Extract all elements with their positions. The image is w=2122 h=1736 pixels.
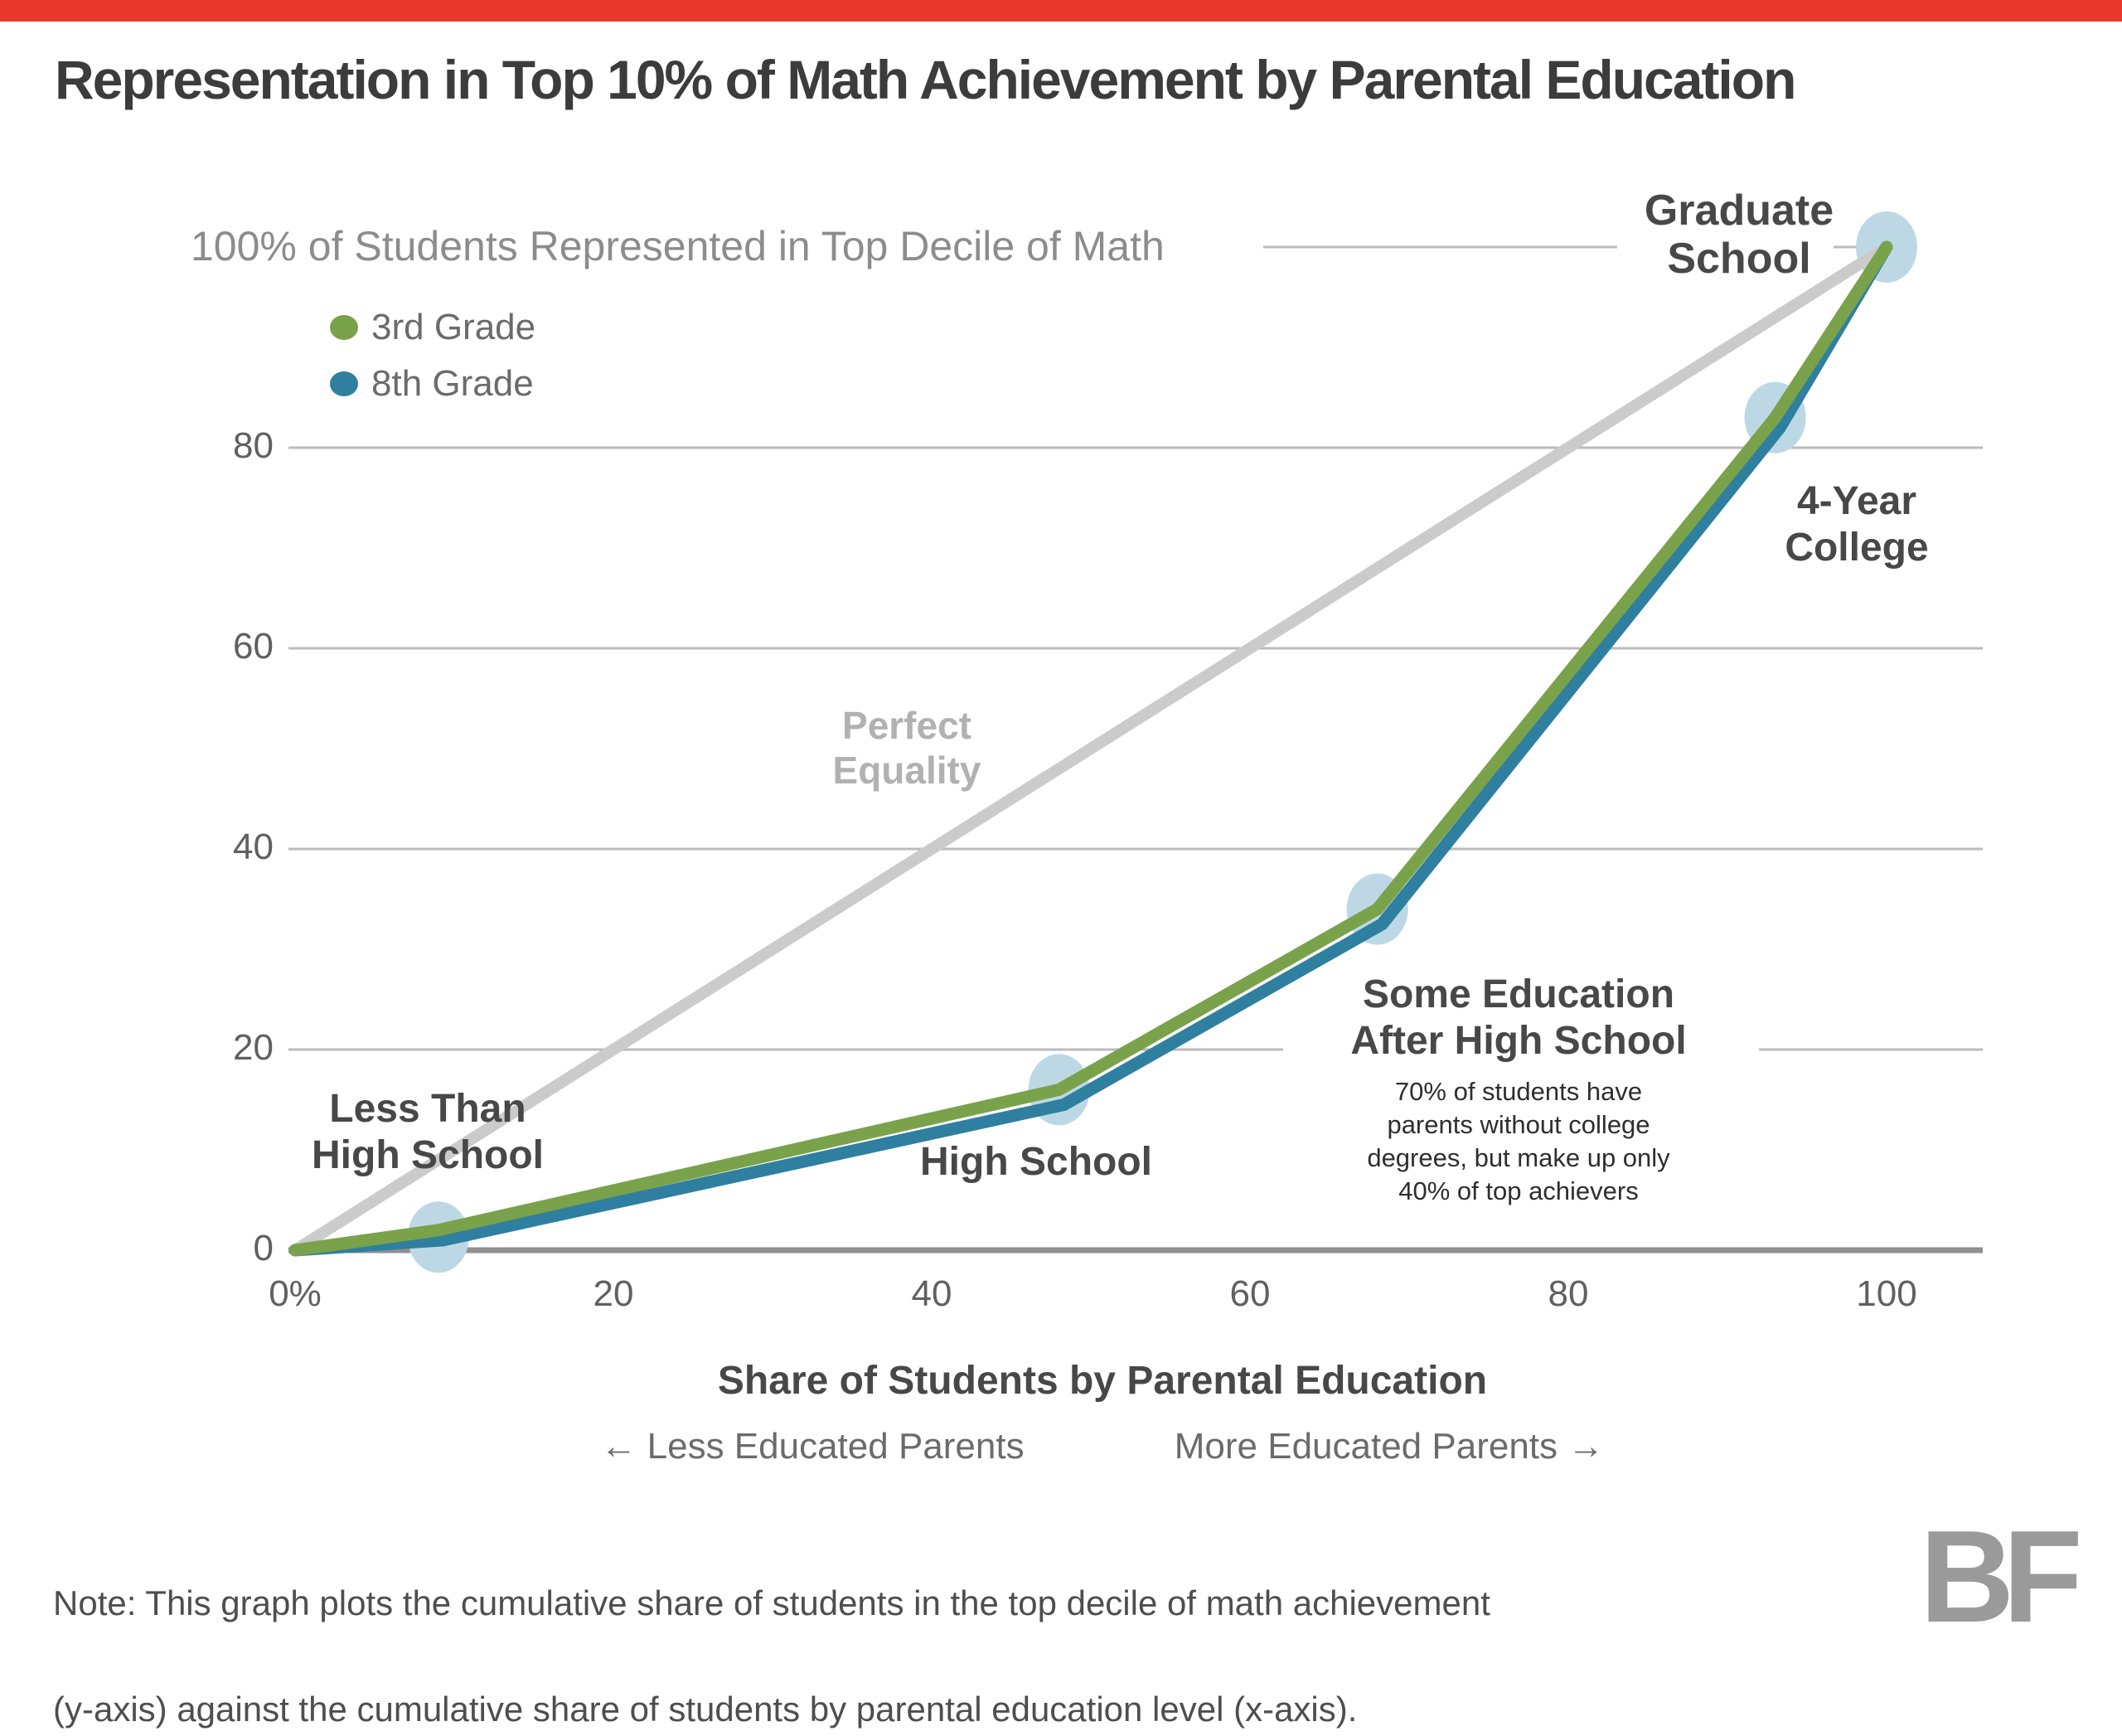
y-tick-40: 40 (233, 827, 274, 867)
x-tick-60: 60 (1229, 1273, 1271, 1314)
y-axis-100-label: 100% of Students Represented in Top Deci… (191, 223, 1165, 269)
x-axis-direction-right: More Educated Parents → (1174, 1426, 1605, 1467)
point-label-high-school: High School (920, 1140, 1152, 1184)
legend-label-3rd-grade: 3rd Grade (371, 307, 536, 347)
x-axis-title: Share of Students by Parental Education (717, 1359, 1488, 1403)
point-label-less-than-high-school: Less Than High School (312, 1087, 544, 1177)
y-tick-0: 0 (253, 1228, 274, 1268)
footnote: Note: This graph plots the cumulative sh… (53, 1524, 1490, 1736)
chart-plot-area (288, 211, 1983, 1273)
perfect-equality-line (292, 242, 1890, 1255)
point-label-some-education: Some Education After High School (1350, 972, 1687, 1063)
legend-dot-3rd-grade-icon (330, 315, 358, 340)
footnote-line-1: Note: This graph plots the cumulative sh… (53, 1583, 1490, 1622)
reference-line-label: Perfect Equality (832, 704, 981, 792)
annotation-some-education: 70% of students have parents without col… (1367, 1077, 1670, 1205)
x-tick-40: 40 (911, 1273, 952, 1314)
legend-label-8th-grade: 8th Grade (371, 363, 534, 404)
y-tick-20: 20 (233, 1027, 274, 1068)
legend-dot-8th-grade-icon (330, 371, 358, 396)
x-tick-20: 20 (593, 1273, 634, 1314)
footnote-line-2: (y-axis) against the cumulative share of… (53, 1690, 1358, 1729)
x-tick-0: 0% (269, 1273, 322, 1314)
legend-item-3rd-grade: 3rd Grade (330, 307, 535, 348)
y-tick-60: 60 (233, 626, 274, 667)
series-line-8th-grade (288, 240, 1893, 1257)
x-axis-direction-left: ← Less Educated Parents (600, 1426, 1025, 1467)
x-tick-80: 80 (1548, 1273, 1589, 1314)
page-title: Representation in Top 10% of Math Achiev… (55, 49, 1796, 110)
brand-top-bar (0, 0, 2122, 22)
x-tick-100: 100 (1856, 1273, 1917, 1314)
point-label-graduate-school: Graduate School (1644, 187, 1834, 283)
point-label-four-year-college: 4-Year College (1785, 479, 1929, 570)
series-line-3rd-grade (288, 240, 1893, 1257)
y-tick-80: 80 (233, 425, 274, 466)
brand-logo: BF (1920, 1504, 2083, 1650)
legend-item-8th-grade: 8th Grade (330, 363, 534, 405)
